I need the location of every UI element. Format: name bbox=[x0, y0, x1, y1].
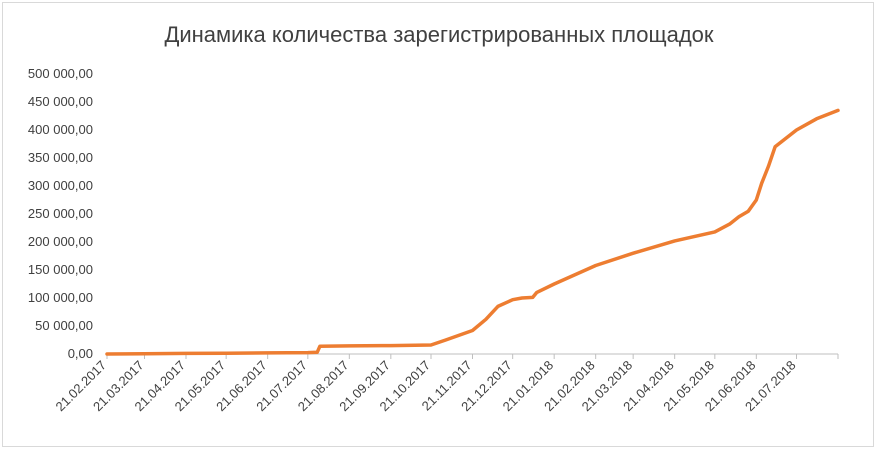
y-tick-label: 250 000,00 bbox=[28, 206, 93, 221]
y-tick-label: 200 000,00 bbox=[28, 234, 93, 249]
series-line bbox=[105, 108, 840, 356]
plot-area bbox=[105, 108, 840, 356]
y-tick-label: 500 000,00 bbox=[28, 66, 93, 81]
y-tick-label: 450 000,00 bbox=[28, 94, 93, 109]
y-tick-label: 100 000,00 bbox=[28, 290, 93, 305]
y-tick-label: 50 000,00 bbox=[35, 318, 93, 333]
y-tick-label: 150 000,00 bbox=[28, 262, 93, 277]
y-tick-label: 0,00 bbox=[68, 346, 93, 361]
y-tick-label: 400 000,00 bbox=[28, 122, 93, 137]
y-axis: 0,00 50 000,00 100 000,00 150 000,00 200 000… bbox=[28, 66, 93, 361]
y-tick-label: 300 000,00 bbox=[28, 178, 93, 193]
y-tick-label: 350 000,00 bbox=[28, 150, 93, 165]
x-axis: 21.02.201721.03.201721.04.201721.05.2017… bbox=[52, 353, 839, 414]
chart-title: Динамика количества зарегистрированных п… bbox=[164, 22, 714, 47]
